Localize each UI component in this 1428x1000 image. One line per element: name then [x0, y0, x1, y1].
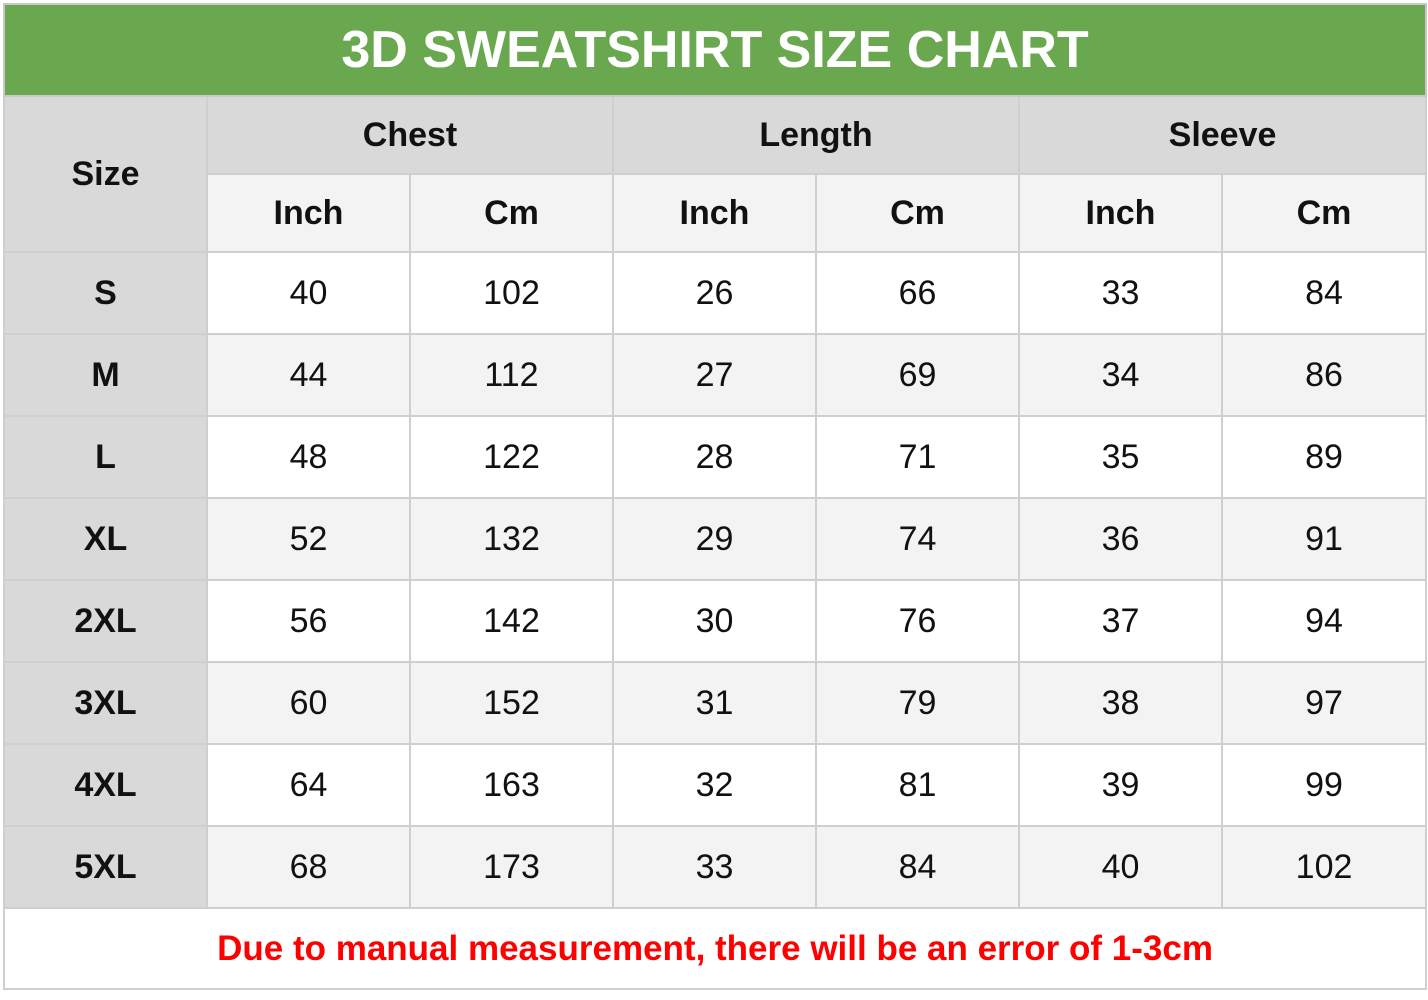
- unit-header: Cm: [815, 173, 1020, 253]
- value-cell: 94: [1220, 579, 1428, 663]
- value-cell: 74: [815, 497, 1020, 581]
- value-cell: 56: [206, 579, 411, 663]
- size-cell: 5XL: [3, 825, 208, 909]
- value-cell: 112: [409, 333, 614, 417]
- sleeve-header: Sleeve: [1017, 95, 1428, 175]
- group-header-row: Size Chest Length Sleeve: [3, 95, 1428, 253]
- size-cell: M: [3, 333, 208, 417]
- size-chart-table: 3D SWEATSHIRT SIZE CHART Size Chest Leng…: [2, 3, 1428, 990]
- value-cell: 99: [1220, 743, 1428, 827]
- value-cell: 89: [1220, 415, 1428, 499]
- unit-header: Inch: [612, 173, 817, 253]
- value-cell: 40: [206, 251, 411, 335]
- size-cell: L: [3, 415, 208, 499]
- value-cell: 32: [612, 743, 817, 827]
- value-cell: 36: [1018, 497, 1223, 581]
- length-header: Length: [612, 95, 1020, 175]
- size-cell: S: [3, 251, 208, 335]
- value-cell: 29: [612, 497, 817, 581]
- value-cell: 33: [1018, 251, 1223, 335]
- unit-header: Cm: [1220, 173, 1428, 253]
- table-row: 5XL 68 173 33 84 40 102: [3, 825, 1428, 909]
- value-cell: 64: [206, 743, 411, 827]
- value-cell: 39: [1018, 743, 1223, 827]
- size-cell: 2XL: [3, 579, 208, 663]
- value-cell: 163: [409, 743, 614, 827]
- unit-header: Inch: [206, 173, 411, 253]
- value-cell: 30: [612, 579, 817, 663]
- value-cell: 152: [409, 661, 614, 745]
- measurement-note: Due to manual measurement, there will be…: [2, 907, 1428, 990]
- value-cell: 79: [815, 661, 1020, 745]
- value-cell: 76: [815, 579, 1020, 663]
- value-cell: 33: [612, 825, 817, 909]
- unit-header-row: Inch Cm Inch Cm Inch Cm: [4, 173, 1428, 253]
- value-cell: 81: [815, 743, 1020, 827]
- value-cell: 48: [206, 415, 411, 499]
- value-cell: 27: [612, 333, 817, 417]
- size-header: Size: [3, 95, 208, 253]
- unit-header: Inch: [1018, 173, 1223, 253]
- value-cell: 132: [409, 497, 614, 581]
- value-cell: 84: [1220, 251, 1428, 335]
- table-row: 2XL 56 142 30 76 37 94: [3, 579, 1428, 663]
- title-row: 3D SWEATSHIRT SIZE CHART: [2, 3, 1428, 97]
- value-cell: 34: [1018, 333, 1223, 417]
- size-cell: XL: [3, 497, 208, 581]
- value-cell: 84: [815, 825, 1020, 909]
- value-cell: 52: [206, 497, 411, 581]
- table-row: L 48 122 28 71 35 89: [3, 415, 1428, 499]
- table-row: XL 52 132 29 74 36 91: [3, 497, 1428, 581]
- table-row: S 40 102 26 66 33 84: [3, 251, 1428, 335]
- table-row: M 44 112 27 69 34 86: [3, 333, 1428, 417]
- unit-header: Cm: [409, 173, 614, 253]
- value-cell: 66: [815, 251, 1020, 335]
- value-cell: 35: [1018, 415, 1223, 499]
- value-cell: 28: [612, 415, 817, 499]
- value-cell: 37: [1018, 579, 1223, 663]
- value-cell: 69: [815, 333, 1020, 417]
- value-cell: 68: [206, 825, 411, 909]
- value-cell: 97: [1220, 661, 1428, 745]
- chart-title: 3D SWEATSHIRT SIZE CHART: [2, 3, 1428, 97]
- value-cell: 44: [206, 333, 411, 417]
- value-cell: 40: [1018, 825, 1223, 909]
- value-cell: 142: [409, 579, 614, 663]
- value-cell: 26: [612, 251, 817, 335]
- value-cell: 102: [1220, 825, 1428, 909]
- chest-header: Chest: [206, 95, 614, 175]
- value-cell: 38: [1018, 661, 1223, 745]
- table-row: 3XL 60 152 31 79 38 97: [3, 661, 1428, 745]
- size-cell: 4XL: [3, 743, 208, 827]
- size-cell: 3XL: [3, 661, 208, 745]
- value-cell: 71: [815, 415, 1020, 499]
- value-cell: 60: [206, 661, 411, 745]
- value-cell: 122: [409, 415, 614, 499]
- value-cell: 173: [409, 825, 614, 909]
- value-cell: 86: [1220, 333, 1428, 417]
- value-cell: 31: [612, 661, 817, 745]
- note-row: Due to manual measurement, there will be…: [2, 907, 1428, 990]
- value-cell: 102: [409, 251, 614, 335]
- value-cell: 91: [1220, 497, 1428, 581]
- table-row: 4XL 64 163 32 81 39 99: [3, 743, 1428, 827]
